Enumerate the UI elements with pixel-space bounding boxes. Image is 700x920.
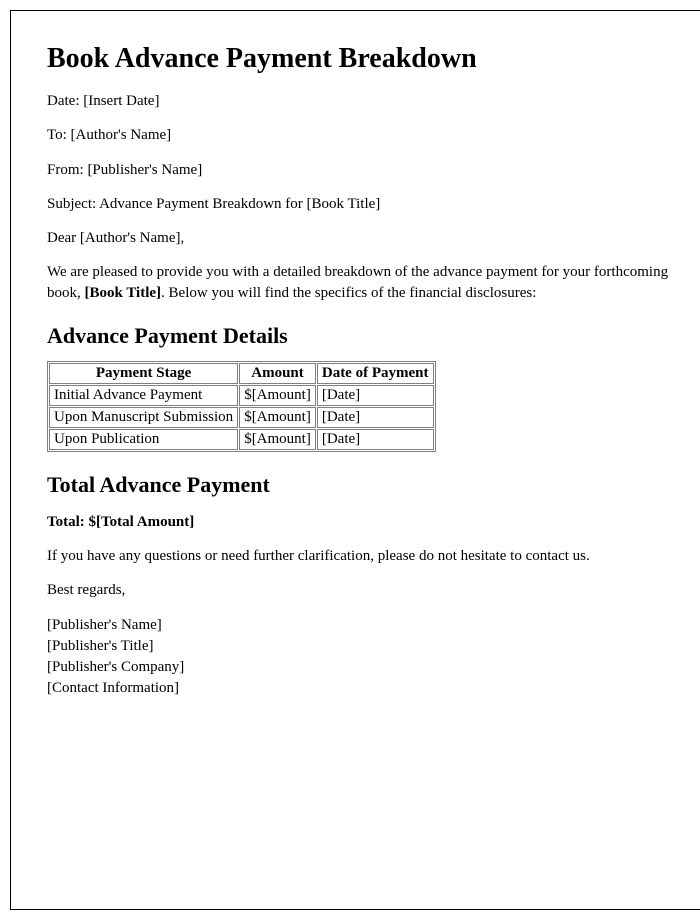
- cell-amount: $[Amount]: [239, 407, 316, 428]
- cell-date: [Date]: [317, 429, 434, 450]
- date-label: Date:: [47, 93, 83, 109]
- total-heading: Total Advance Payment: [47, 472, 673, 498]
- signature-contact: [Contact Information]: [47, 678, 673, 699]
- to-value: [Author's Name]: [71, 127, 172, 143]
- col-date: Date of Payment: [317, 363, 434, 384]
- closing-salutation: Best regards,: [47, 580, 673, 600]
- document-title: Book Advance Payment Breakdown: [47, 43, 673, 75]
- col-payment-stage: Payment Stage: [49, 363, 238, 384]
- cell-date: [Date]: [317, 385, 434, 406]
- table-row: Upon Manuscript Submission $[Amount] [Da…: [49, 407, 434, 428]
- subject-label: Subject:: [47, 196, 99, 212]
- closing-note: If you have any questions or need furthe…: [47, 546, 673, 566]
- table-row: Upon Publication $[Amount] [Date]: [49, 429, 434, 450]
- signature-name: [Publisher's Name]: [47, 615, 673, 636]
- intro-paragraph: We are pleased to provide you with a det…: [47, 262, 673, 303]
- salutation: Dear [Author's Name],: [47, 228, 673, 248]
- to-label: To:: [47, 127, 71, 143]
- cell-stage: Upon Publication: [49, 429, 238, 450]
- date-line: Date: [Insert Date]: [47, 91, 673, 111]
- table-header-row: Payment Stage Amount Date of Payment: [49, 363, 434, 384]
- payment-table: Payment Stage Amount Date of Payment Ini…: [47, 361, 436, 452]
- cell-date: [Date]: [317, 407, 434, 428]
- from-label: From:: [47, 162, 87, 178]
- document-page: Book Advance Payment Breakdown Date: [In…: [10, 10, 700, 910]
- subject-line: Subject: Advance Payment Breakdown for […: [47, 194, 673, 214]
- cell-amount: $[Amount]: [239, 429, 316, 450]
- details-heading: Advance Payment Details: [47, 323, 673, 349]
- col-amount: Amount: [239, 363, 316, 384]
- table-row: Initial Advance Payment $[Amount] [Date]: [49, 385, 434, 406]
- date-value: [Insert Date]: [83, 93, 159, 109]
- from-line: From: [Publisher's Name]: [47, 160, 673, 180]
- cell-amount: $[Amount]: [239, 385, 316, 406]
- salutation-suffix: ,: [181, 230, 185, 246]
- total-line: Total: $[Total Amount]: [47, 512, 673, 532]
- total-value: $[Total Amount]: [89, 514, 195, 530]
- signature-block: [Publisher's Name] [Publisher's Title] […: [47, 615, 673, 699]
- salutation-name: [Author's Name]: [80, 230, 181, 246]
- cell-stage: Initial Advance Payment: [49, 385, 238, 406]
- salutation-prefix: Dear: [47, 230, 80, 246]
- to-line: To: [Author's Name]: [47, 125, 673, 145]
- total-label: Total:: [47, 514, 89, 530]
- from-value: [Publisher's Name]: [87, 162, 202, 178]
- signature-company: [Publisher's Company]: [47, 657, 673, 678]
- subject-value: Advance Payment Breakdown for [Book Titl…: [99, 196, 380, 212]
- intro-book-title: [Book Title]: [85, 285, 162, 301]
- signature-title: [Publisher's Title]: [47, 636, 673, 657]
- cell-stage: Upon Manuscript Submission: [49, 407, 238, 428]
- intro-after: . Below you will find the specifics of t…: [161, 285, 536, 301]
